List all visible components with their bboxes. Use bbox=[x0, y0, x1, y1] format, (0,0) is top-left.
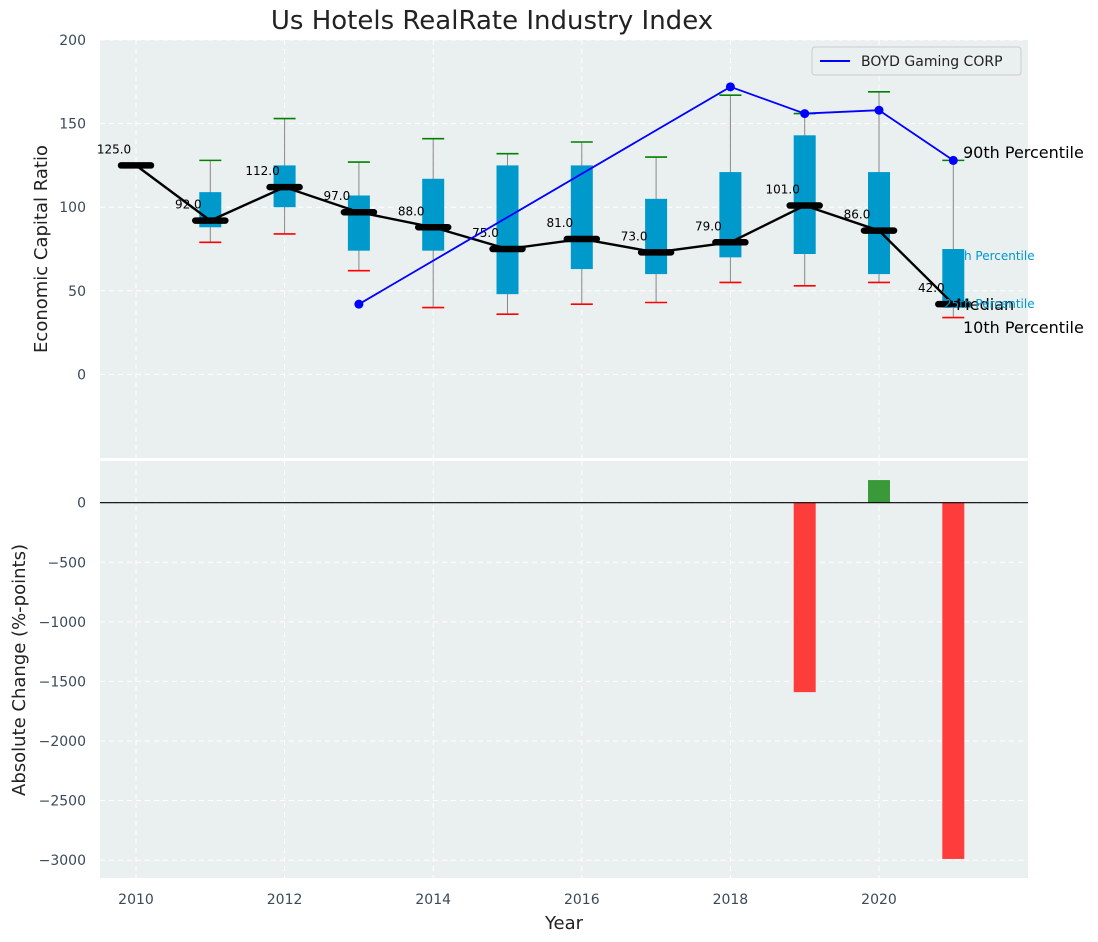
box-2019 bbox=[793, 135, 816, 255]
annotation-10th: 10th Percentile bbox=[963, 318, 1084, 337]
median-polyline bbox=[135, 164, 955, 306]
median-label-2019: 101.0 bbox=[766, 183, 800, 197]
bottom-y-axis-label: Absolute Change (%-points) bbox=[9, 544, 30, 796]
change-bar-2021 bbox=[942, 502, 965, 859]
median-label-2021: 42.0 bbox=[918, 281, 945, 295]
top-y-tick-150: 150 bbox=[59, 117, 86, 133]
box-2013 bbox=[347, 195, 370, 251]
top-y-tick-labels: 0 50 100 150 200 bbox=[59, 33, 86, 383]
bottom-y-tick-0: 0 bbox=[77, 496, 86, 512]
company-series bbox=[354, 82, 958, 309]
chart-title: Us Hotels RealRate Industry Index bbox=[271, 6, 713, 36]
bottom-gridlines bbox=[100, 461, 1028, 878]
top-y-tick-200: 200 bbox=[59, 33, 86, 49]
box-2020 bbox=[868, 172, 890, 275]
box-2018 bbox=[719, 172, 742, 258]
change-bar-2019 bbox=[793, 502, 816, 693]
bottom-plot-area bbox=[100, 461, 1028, 878]
bottom-y-tick--500: −500 bbox=[48, 555, 86, 571]
top-y-axis-label: Economic Capital Ratio bbox=[31, 145, 52, 353]
box-2016 bbox=[570, 165, 593, 270]
box-2017 bbox=[645, 198, 668, 275]
change-bar-2020 bbox=[868, 480, 890, 503]
median-label-2016: 81.0 bbox=[546, 216, 573, 230]
legend-label-boyd: BOYD Gaming CORP bbox=[861, 54, 1003, 70]
median-label-2014: 88.0 bbox=[398, 204, 425, 218]
median-label-2011: 92.0 bbox=[175, 198, 202, 212]
x-tick-labels: 2010 2012 2014 2016 2018 2020 bbox=[118, 892, 897, 908]
box-2014 bbox=[422, 178, 445, 251]
percentile-annotations: 90th Percentile 75th Percentile Median 2… bbox=[944, 143, 1084, 337]
x-tick-2010: 2010 bbox=[118, 892, 154, 908]
annotation-25th: 25th Percentile bbox=[944, 297, 1035, 311]
median-trend bbox=[135, 164, 955, 306]
median-label-2017: 73.0 bbox=[621, 229, 648, 243]
bottom-y-tick--2500: −2500 bbox=[39, 794, 86, 810]
series-point-2019 bbox=[800, 109, 810, 119]
x-tick-2014: 2014 bbox=[415, 892, 451, 908]
legend: BOYD Gaming CORP bbox=[811, 46, 1022, 76]
top-y-tick-50: 50 bbox=[68, 284, 86, 300]
legend-box bbox=[811, 46, 1022, 76]
series-point-2013 bbox=[354, 299, 364, 309]
median-label-2018: 79.0 bbox=[695, 219, 722, 233]
median-label-2020: 86.0 bbox=[844, 208, 871, 222]
bottom-y-tick-labels: 0 −500 −1000 −1500 −2000 −2500 −3000 bbox=[39, 496, 86, 869]
median-value-labels: 125.0 92.0 112.0 97.0 88.0 75.0 81.0 73.0 79.0 10… bbox=[97, 142, 945, 295]
series-point-2020 bbox=[874, 105, 884, 115]
x-tick-2020: 2020 bbox=[861, 892, 897, 908]
annotation-90th: 90th Percentile bbox=[963, 143, 1084, 162]
bottom-y-tick--1000: −1000 bbox=[39, 615, 86, 631]
x-tick-2016: 2016 bbox=[564, 892, 600, 908]
bottom-y-tick--1500: −1500 bbox=[39, 674, 86, 690]
box-2021 bbox=[942, 249, 965, 308]
series-point-2021 bbox=[948, 155, 958, 165]
x-tick-2012: 2012 bbox=[267, 892, 303, 908]
median-label-2010: 125.0 bbox=[97, 142, 131, 156]
bottom-y-tick--3000: −3000 bbox=[39, 853, 86, 869]
median-label-2012: 112.0 bbox=[245, 164, 279, 178]
box-2015 bbox=[496, 165, 519, 295]
median-label-2013: 97.0 bbox=[324, 189, 351, 203]
median-label-2015: 75.0 bbox=[472, 226, 499, 240]
annotation-median: Median bbox=[956, 295, 1014, 314]
series-point-2018 bbox=[725, 82, 735, 92]
annotation-75th: 75th Percentile bbox=[944, 249, 1035, 263]
x-tick-2018: 2018 bbox=[713, 892, 749, 908]
x-axis-label: Year bbox=[544, 913, 584, 934]
change-bars bbox=[793, 480, 965, 859]
top-y-tick-100: 100 bbox=[59, 200, 86, 216]
boxes bbox=[199, 135, 965, 308]
bottom-y-tick--2000: −2000 bbox=[39, 734, 86, 750]
top-y-tick-0: 0 bbox=[77, 367, 86, 383]
median-markers bbox=[117, 162, 972, 308]
